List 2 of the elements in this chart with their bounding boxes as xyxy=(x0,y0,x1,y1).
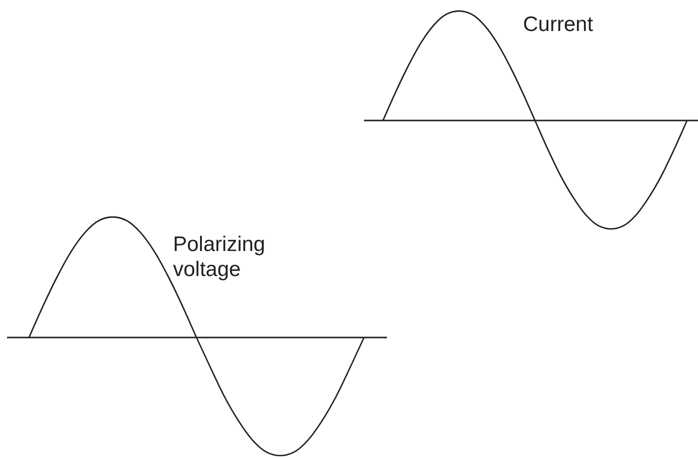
series-label: Current xyxy=(523,12,594,37)
series-label: Polarizing voltage xyxy=(173,232,266,282)
